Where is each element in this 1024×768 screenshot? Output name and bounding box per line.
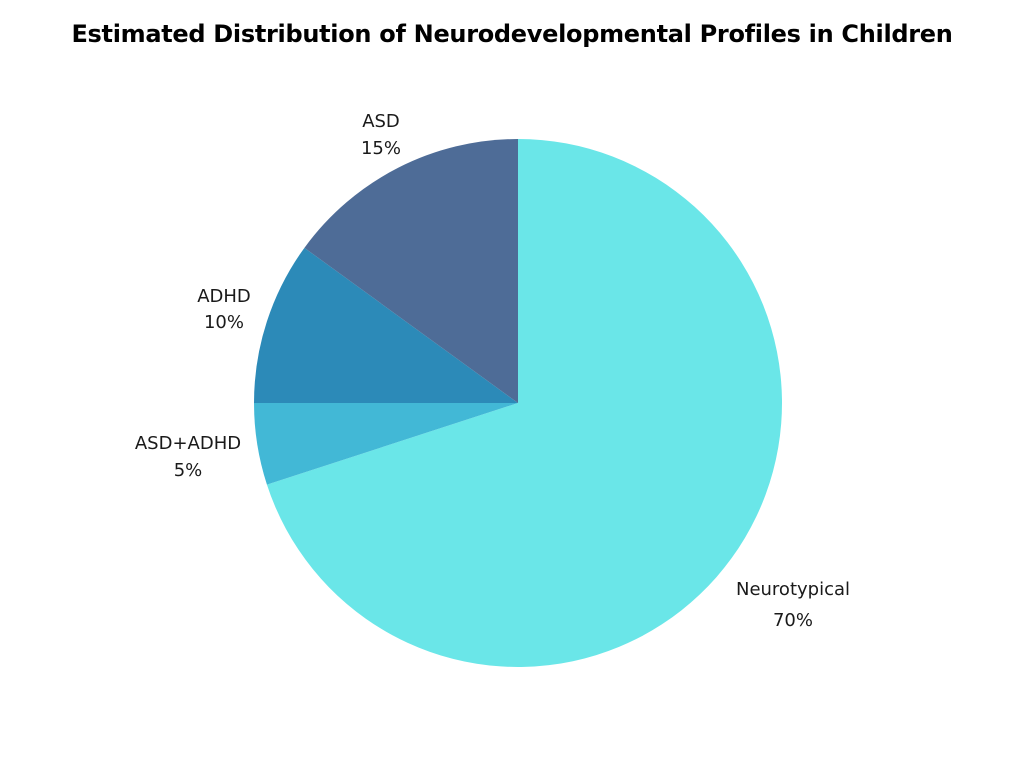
slice-value-asd: 15% [361, 138, 401, 159]
slice-value-neurotypical: 70% [773, 610, 813, 631]
slice-value-adhd: 10% [204, 312, 244, 333]
slice-label-asd: ASD [362, 111, 400, 132]
pie-slice-asd-adhd [254, 403, 518, 485]
slice-value-asd-adhd: 5% [174, 460, 203, 481]
pie-slice-adhd [254, 247, 518, 403]
chart-title: Estimated Distribution of Neurodevelopme… [71, 20, 953, 48]
slice-label-asd-adhd: ASD+ADHD [135, 433, 241, 454]
pie-slice-neurotypical [266, 139, 782, 667]
slice-label-neurotypical: Neurotypical [736, 579, 850, 600]
pie-slice-asd [304, 139, 518, 403]
slice-label-adhd: ADHD [197, 286, 251, 307]
